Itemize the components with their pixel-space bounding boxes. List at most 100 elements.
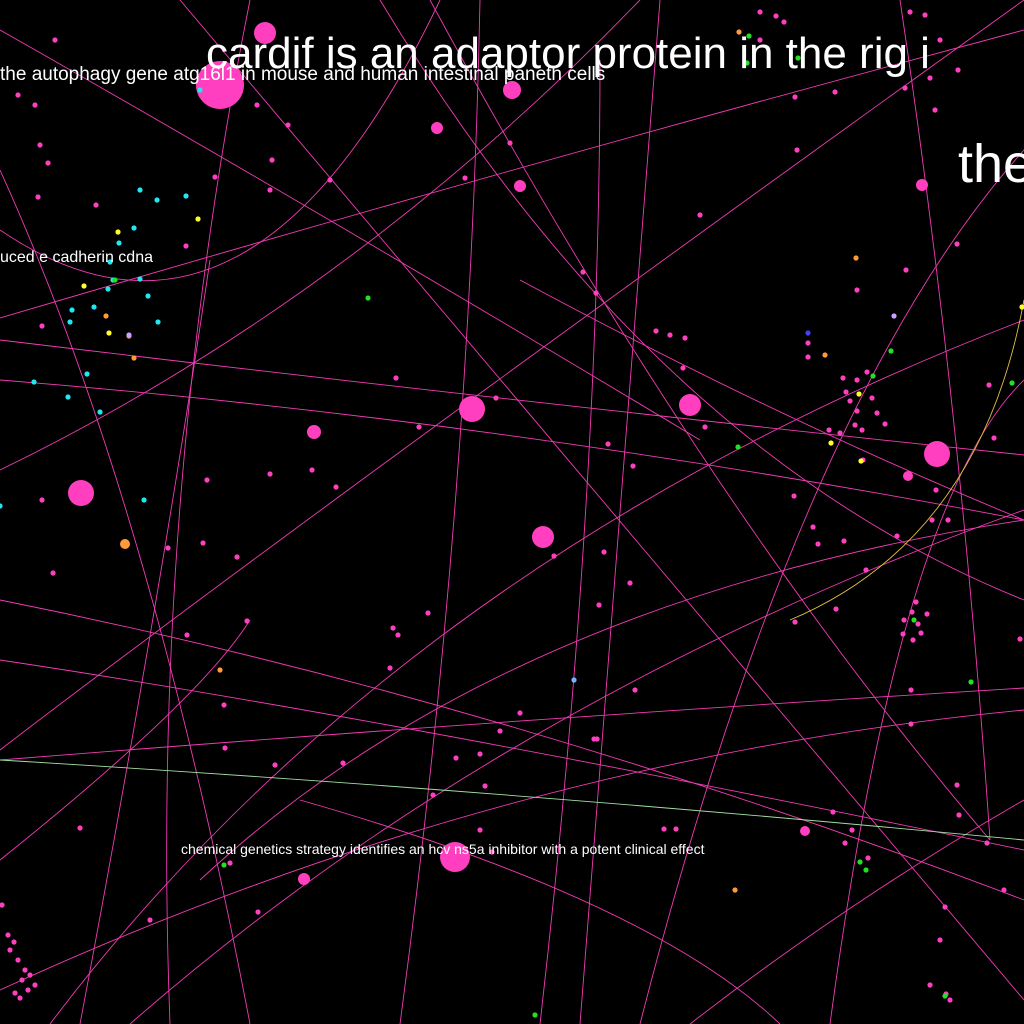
node[interactable] bbox=[255, 909, 261, 915]
node[interactable] bbox=[126, 332, 132, 338]
node[interactable] bbox=[858, 458, 864, 464]
node[interactable] bbox=[27, 972, 33, 978]
node[interactable] bbox=[183, 193, 189, 199]
node[interactable] bbox=[854, 408, 860, 414]
node[interactable] bbox=[900, 631, 906, 637]
node[interactable] bbox=[285, 122, 291, 128]
node[interactable] bbox=[477, 751, 483, 757]
node[interactable] bbox=[791, 493, 797, 499]
node[interactable] bbox=[84, 371, 90, 377]
node[interactable] bbox=[195, 216, 201, 222]
node[interactable] bbox=[956, 812, 962, 818]
node[interactable] bbox=[12, 990, 18, 996]
node[interactable] bbox=[430, 792, 436, 798]
node[interactable] bbox=[870, 373, 876, 379]
node[interactable] bbox=[7, 947, 13, 953]
node[interactable] bbox=[857, 859, 863, 865]
node[interactable] bbox=[746, 33, 752, 39]
node[interactable] bbox=[849, 827, 855, 833]
node-label-cadherin[interactable]: uced e cadherin cdna bbox=[0, 249, 153, 266]
node[interactable] bbox=[503, 81, 521, 99]
node[interactable] bbox=[667, 332, 673, 338]
node[interactable] bbox=[425, 610, 431, 616]
node[interactable] bbox=[792, 619, 798, 625]
node[interactable] bbox=[165, 545, 171, 551]
node[interactable] bbox=[903, 267, 909, 273]
node[interactable] bbox=[19, 977, 25, 983]
node[interactable] bbox=[571, 677, 577, 683]
node[interactable] bbox=[183, 243, 189, 249]
node[interactable] bbox=[673, 826, 679, 832]
node[interactable] bbox=[902, 85, 908, 91]
node[interactable] bbox=[227, 860, 233, 866]
node-label-autophagy[interactable]: the autophagy gene atg16l1 in mouse and … bbox=[0, 64, 605, 85]
node[interactable] bbox=[551, 553, 557, 559]
node[interactable] bbox=[826, 427, 832, 433]
node[interactable] bbox=[517, 710, 523, 716]
node[interactable] bbox=[35, 194, 41, 200]
node[interactable] bbox=[15, 957, 21, 963]
node[interactable] bbox=[924, 441, 950, 467]
node[interactable] bbox=[605, 441, 611, 447]
node[interactable] bbox=[991, 435, 997, 441]
node[interactable] bbox=[103, 313, 109, 319]
node[interactable] bbox=[864, 369, 870, 375]
node[interactable] bbox=[942, 993, 948, 999]
node[interactable] bbox=[197, 87, 203, 93]
node[interactable] bbox=[601, 549, 607, 555]
node[interactable] bbox=[309, 467, 315, 473]
node[interactable] bbox=[869, 395, 875, 401]
node[interactable] bbox=[37, 142, 43, 148]
node[interactable] bbox=[805, 354, 811, 360]
node[interactable] bbox=[254, 22, 276, 44]
node[interactable] bbox=[627, 580, 633, 586]
node[interactable] bbox=[477, 827, 483, 833]
node[interactable] bbox=[145, 293, 151, 299]
node[interactable] bbox=[390, 625, 396, 631]
node[interactable] bbox=[52, 37, 58, 43]
node[interactable] bbox=[154, 197, 160, 203]
node[interactable] bbox=[945, 517, 951, 523]
node[interactable] bbox=[482, 783, 488, 789]
node[interactable] bbox=[954, 241, 960, 247]
node[interactable] bbox=[267, 187, 273, 193]
node[interactable] bbox=[594, 736, 600, 742]
node[interactable] bbox=[15, 92, 21, 98]
node[interactable] bbox=[222, 745, 228, 751]
node[interactable] bbox=[45, 160, 51, 166]
node[interactable] bbox=[184, 632, 190, 638]
node[interactable] bbox=[0, 503, 3, 509]
node[interactable] bbox=[757, 37, 763, 43]
node[interactable] bbox=[200, 540, 206, 546]
node[interactable] bbox=[805, 340, 811, 346]
node[interactable] bbox=[493, 395, 499, 401]
node[interactable] bbox=[680, 365, 686, 371]
node[interactable] bbox=[11, 939, 17, 945]
node[interactable] bbox=[155, 319, 161, 325]
node[interactable] bbox=[937, 37, 943, 43]
node[interactable] bbox=[842, 840, 848, 846]
node[interactable] bbox=[596, 602, 602, 608]
node[interactable] bbox=[891, 313, 897, 319]
node[interactable] bbox=[903, 471, 913, 481]
node[interactable] bbox=[17, 995, 23, 1001]
node[interactable] bbox=[856, 391, 862, 397]
node[interactable] bbox=[853, 255, 859, 261]
node[interactable] bbox=[459, 396, 485, 422]
node[interactable] bbox=[39, 323, 45, 329]
node[interactable] bbox=[732, 887, 738, 893]
node[interactable] bbox=[68, 480, 94, 506]
node[interactable] bbox=[267, 471, 273, 477]
node[interactable] bbox=[837, 430, 843, 436]
node[interactable] bbox=[632, 687, 638, 693]
node[interactable] bbox=[141, 497, 147, 503]
node[interactable] bbox=[532, 1012, 538, 1018]
node[interactable] bbox=[39, 497, 45, 503]
node[interactable] bbox=[106, 330, 112, 336]
node[interactable] bbox=[984, 840, 990, 846]
node[interactable] bbox=[911, 617, 917, 623]
node[interactable] bbox=[91, 304, 97, 310]
node[interactable] bbox=[833, 606, 839, 612]
node[interactable] bbox=[1019, 304, 1024, 310]
node[interactable] bbox=[107, 259, 113, 265]
